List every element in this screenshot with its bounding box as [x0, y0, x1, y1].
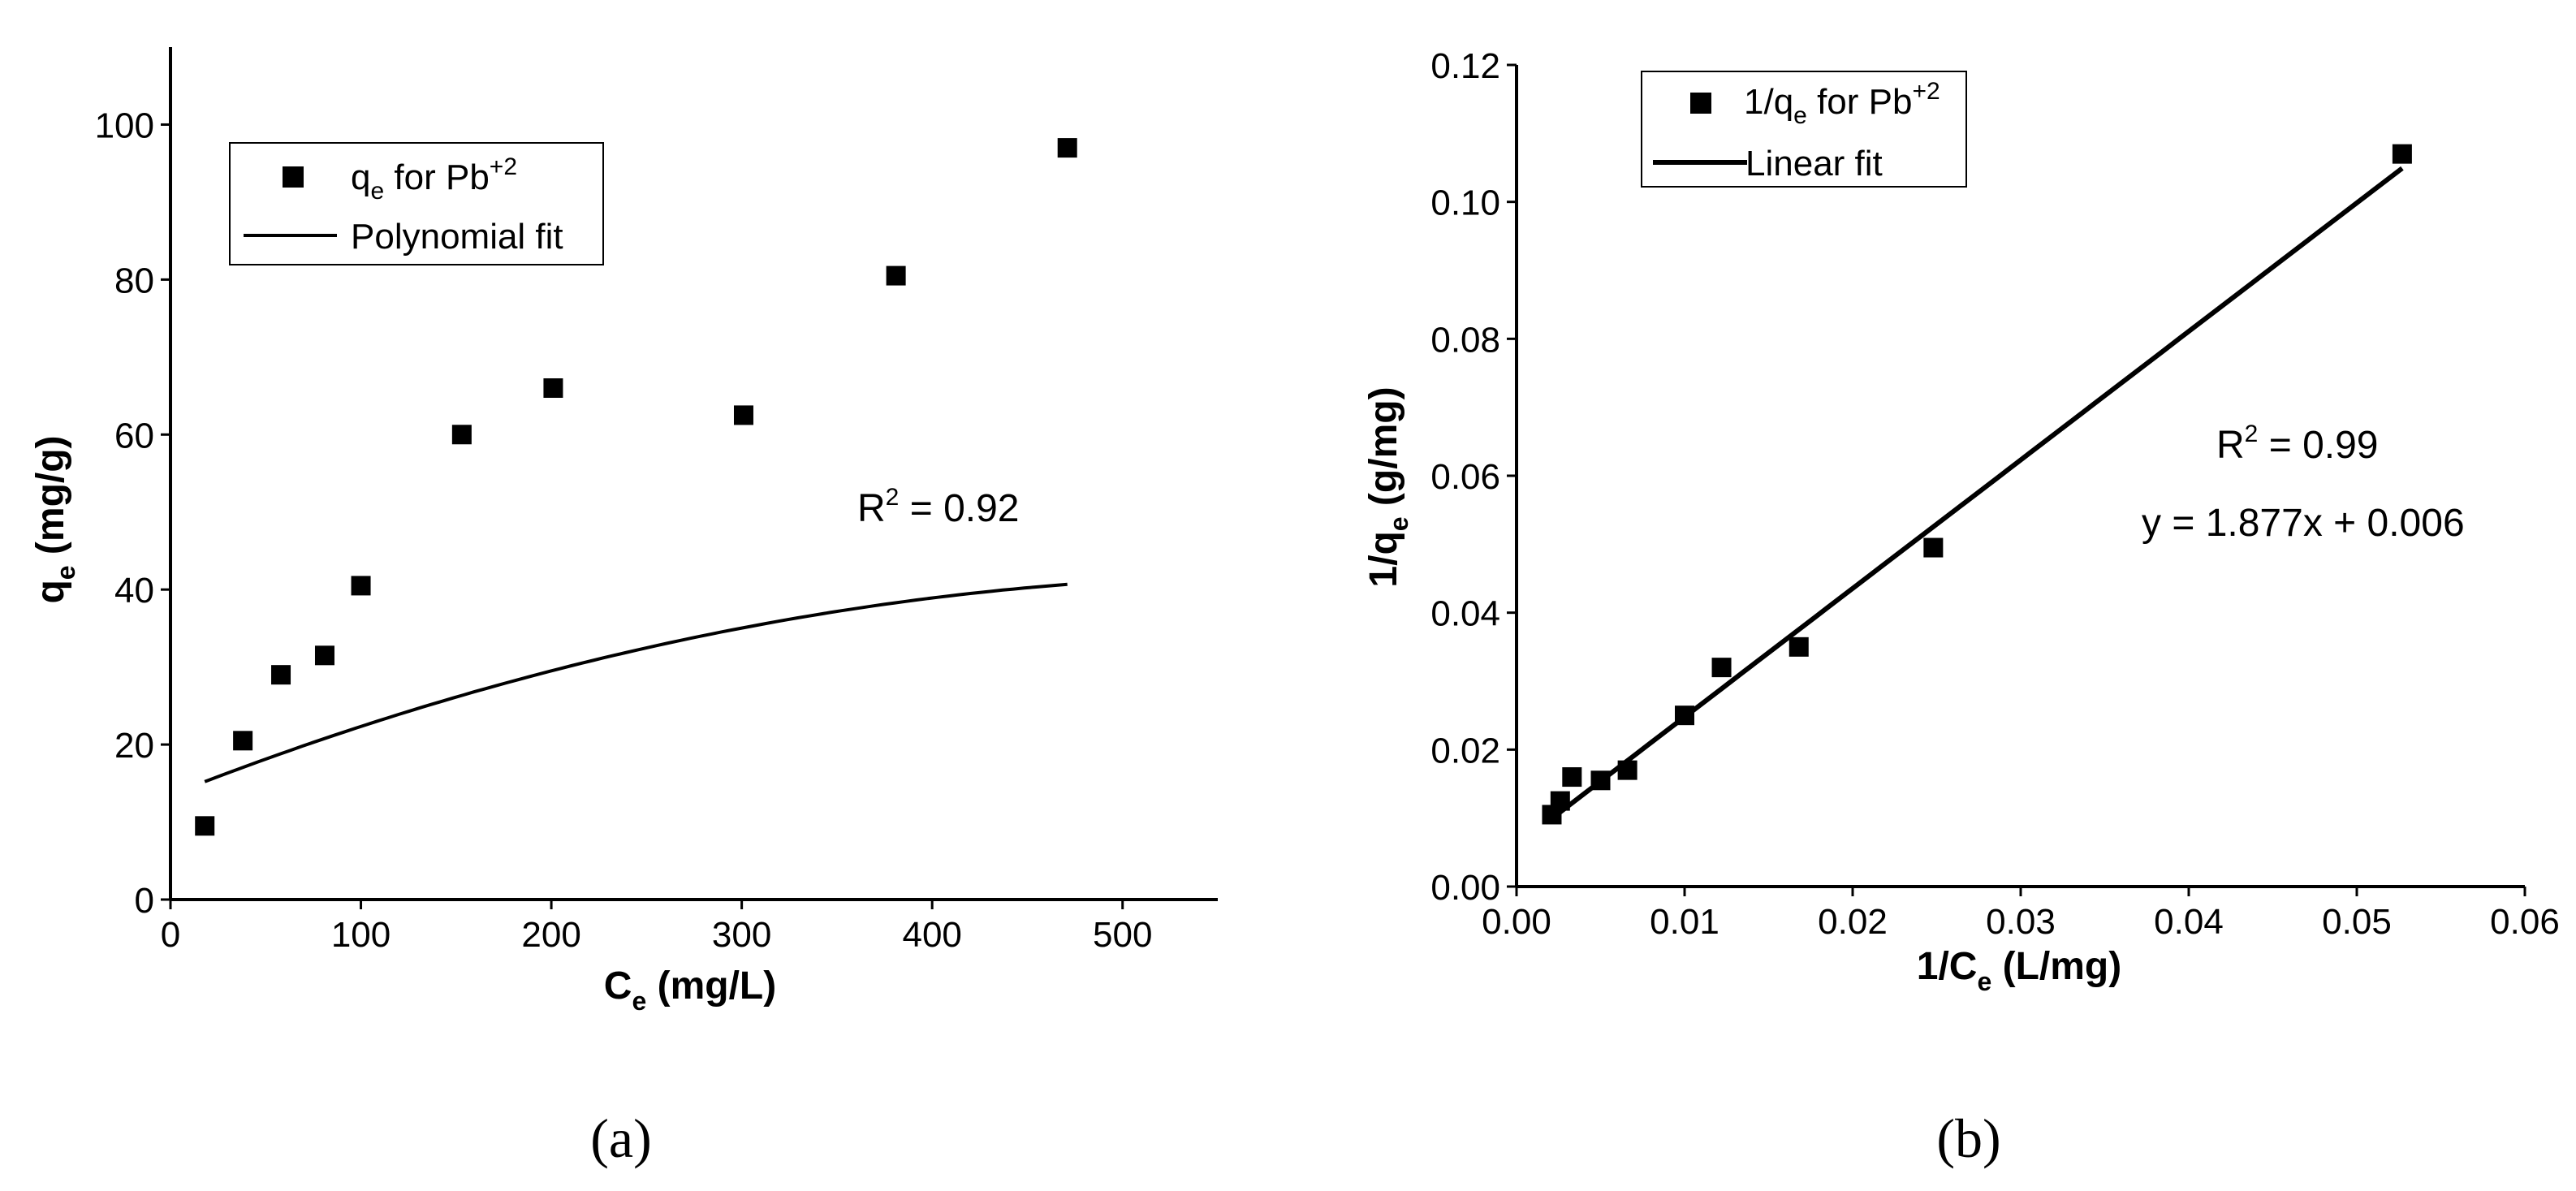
- panel-a-x-tick-label: 200: [521, 915, 580, 955]
- panel-b-y-tick-label: 0.04: [1430, 594, 1500, 634]
- panel-b-x-tick-label: 0.04: [2154, 902, 2224, 942]
- panel-a-label: (a): [590, 1107, 651, 1169]
- panel-b-legend-fit-label: Linear fit: [1745, 144, 1883, 183]
- panel-a-x-tick-label: 100: [331, 915, 390, 955]
- panel-b-x-tick-label: 0.06: [2490, 902, 2560, 942]
- panel-a-data-point: [271, 665, 291, 685]
- panel-a-xlabel: Ce (mg/L): [604, 964, 776, 1016]
- panel-b-y-tick-label: 0.02: [1430, 731, 1500, 770]
- panel-a-data-point: [733, 405, 753, 425]
- panel-a-x-tick-label: 0: [161, 915, 180, 955]
- panel-b-x-tick-label: 0.05: [2322, 902, 2392, 942]
- panel-b-data-point: [1550, 791, 1570, 811]
- panel-b-x-tick-label: 0.03: [1986, 902, 2056, 942]
- panel-b: 0.00 0.01 0.02 0.03 0.04 0.05 0.06 0.00 0.02 0.04…: [1362, 46, 2560, 1169]
- panel-a-data-point: [886, 265, 906, 286]
- panel-a-y-tick-label: 80: [114, 261, 154, 300]
- panel-a-fit-line: [204, 582, 1068, 783]
- panel-a-y-tick-label: 40: [114, 571, 154, 611]
- panel-b-data-point: [1923, 537, 1944, 558]
- panel-b-legend: 1/qe for Pb+2 Linear fit: [1641, 71, 1967, 188]
- panel-b-legend-markers-label: 1/qe for Pb+2: [1744, 78, 1940, 129]
- panel-a-fit-layer: [204, 582, 1068, 783]
- panel-b-y-tick-label: 0.06: [1430, 457, 1500, 497]
- panel-b-data-point: [1711, 658, 1732, 678]
- panel-a-y-tick-label: 20: [114, 726, 154, 766]
- panel-a-data-point: [351, 576, 371, 596]
- panel-b-data-point: [1562, 767, 1582, 788]
- panel-b-y-tick-label: 0.12: [1430, 46, 1500, 86]
- panel-b-ticks: 0.00 0.01 0.02 0.03 0.04 0.05 0.06 0.00 0.02 0.04…: [1430, 46, 2559, 942]
- panel-a-legend-marker-icon: [283, 166, 304, 188]
- panel-a-data-point: [314, 645, 334, 666]
- panel-b-legend-box: [1641, 71, 1967, 188]
- panel-b-equation-annotation: y = 1.877x + 0.006: [2142, 502, 2465, 545]
- panel-b-data-point: [1675, 706, 1694, 726]
- panel-a-ticks: 0 100 200 300 400 500 0 20 40 60 80 100: [95, 106, 1153, 955]
- panel-a-legend-markers-label: qe for Pb+2: [351, 153, 517, 205]
- panel-a-data-point: [543, 378, 563, 398]
- panel-b-xlabel: 1/Ce (L/mg): [1917, 945, 2121, 996]
- panel-a-legend-fit-label: Polynomial fit: [351, 217, 563, 257]
- panel-b-legend-marker-icon: [1690, 93, 1711, 114]
- panel-b-ylabel: 1/qe (g/mg): [1362, 386, 1413, 587]
- panel-a-data-point: [1057, 138, 1077, 158]
- panel-a-y-tick-label: 60: [114, 416, 154, 455]
- panel-b-x-tick-label: 0.00: [1482, 902, 1551, 942]
- panel-b-label: (b): [1936, 1107, 2000, 1169]
- panel-a-legend-box: [229, 142, 604, 265]
- panel-b-data-point: [2392, 144, 2412, 164]
- panel-a-x-tick-label: 500: [1093, 915, 1152, 955]
- panel-a: 0 100 200 300 400 500 0 20 40 60 80 100 qe (mg/g) C…: [29, 47, 1218, 1169]
- panel-a-y-tick-label: 0: [135, 881, 154, 921]
- panel-a-y-tick-label: 100: [95, 106, 154, 145]
- panel-a-x-tick-label: 400: [902, 915, 961, 955]
- panel-a-r2-annotation: R2 = 0.92: [857, 484, 1019, 530]
- panel-a-data-point: [195, 816, 215, 836]
- panel-b-y-tick-label: 0.08: [1430, 320, 1500, 360]
- panel-a-data-point: [233, 731, 253, 751]
- panel-a-legend: qe for Pb+2 Polynomial fit: [229, 142, 604, 265]
- panel-b-data-point: [1789, 636, 1809, 657]
- panel-b-data-point: [1590, 770, 1611, 791]
- panel-b-marker-layer: [1542, 144, 2412, 825]
- panel-b-r2-annotation: R2 = 0.99: [2216, 421, 2378, 467]
- panel-b-y-tick-label: 0.10: [1430, 183, 1500, 223]
- panel-a-marker-layer: [195, 138, 1077, 836]
- panel-b-x-tick-label: 0.02: [1818, 902, 1888, 942]
- panel-a-data-point: [451, 425, 472, 445]
- panel-a-x-tick-label: 300: [712, 915, 771, 955]
- panel-b-x-tick-label: 0.01: [1650, 902, 1719, 942]
- panel-b-y-tick-label: 0.00: [1430, 868, 1500, 908]
- panel-b-data-point: [1617, 760, 1638, 780]
- panel-a-ylabel: qe (mg/g): [29, 435, 80, 603]
